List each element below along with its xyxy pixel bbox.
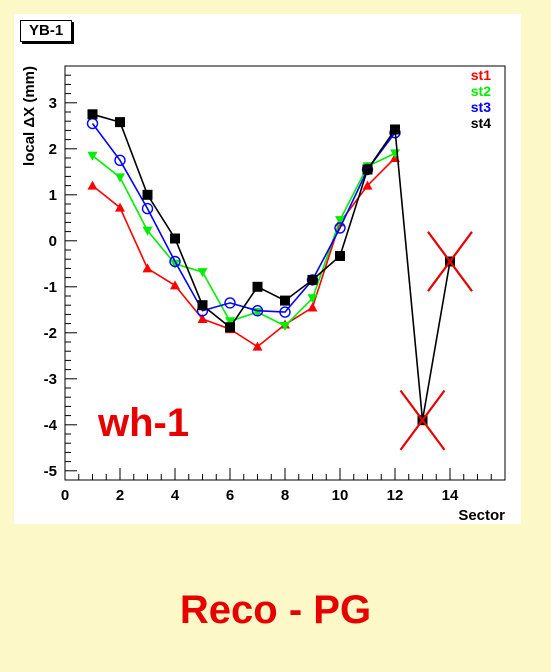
cross-out-mark bbox=[399, 389, 446, 451]
y-tick-label: 3 bbox=[49, 95, 57, 112]
data-point-st4 bbox=[197, 300, 208, 311]
data-point-st4 bbox=[115, 117, 125, 128]
x-tick-label: 8 bbox=[281, 487, 289, 504]
data-point-st2 bbox=[115, 173, 125, 183]
data-point-st4 bbox=[390, 124, 400, 135]
data-point-st3 bbox=[224, 297, 236, 309]
wheel-annotation: wh-1 bbox=[97, 401, 189, 445]
data-point-st4 bbox=[142, 189, 153, 200]
y-tick-label: -2 bbox=[44, 325, 57, 342]
x-tick-label: 6 bbox=[226, 487, 234, 504]
x-tick-label: 4 bbox=[171, 487, 180, 504]
data-point-st2 bbox=[335, 216, 345, 226]
data-point-st1 bbox=[170, 280, 180, 290]
y-tick-label: 0 bbox=[49, 233, 57, 250]
data-point-st2 bbox=[225, 317, 235, 327]
x-tick-label: 12 bbox=[387, 487, 404, 504]
y-axis-label: local ΔX (mm) bbox=[21, 66, 38, 166]
caption: Reco - PG bbox=[179, 588, 372, 632]
y-tick-label: -3 bbox=[44, 371, 57, 388]
y-tick-label: -5 bbox=[44, 463, 57, 480]
data-point-st3 bbox=[251, 305, 264, 317]
series-line-st3 bbox=[91, 123, 396, 313]
data-point-st1 bbox=[142, 263, 153, 273]
data-point-st3 bbox=[334, 222, 346, 234]
data-point-st3 bbox=[141, 202, 154, 215]
data-point-st1 bbox=[307, 302, 318, 312]
data-point-st1 bbox=[252, 341, 263, 351]
data-point-st2 bbox=[142, 226, 153, 236]
data-point-st1 bbox=[362, 180, 373, 190]
legend-entry-st2: st2 bbox=[471, 83, 491, 99]
x-tick-label: 10 bbox=[332, 487, 349, 504]
legend-entry-st4: st4 bbox=[471, 115, 491, 131]
cross-out-mark bbox=[427, 231, 473, 292]
data-point-st4 bbox=[170, 233, 180, 244]
x-axis-label: Sector bbox=[458, 507, 505, 524]
legend-entry-st1: st1 bbox=[471, 67, 491, 83]
data-point-st2 bbox=[390, 149, 400, 159]
data-point-st2 bbox=[280, 321, 290, 331]
y-tick-label: 2 bbox=[49, 141, 57, 158]
y-tick-label: -1 bbox=[44, 279, 57, 296]
data-point-st4 bbox=[280, 295, 290, 306]
data-point-st4 bbox=[362, 164, 373, 175]
data-point-st2 bbox=[170, 259, 180, 269]
x-tick-label: 14 bbox=[442, 487, 459, 504]
data-point-st1 bbox=[115, 202, 125, 212]
plot-panel: 0 2 4 6 8 10 12 14 -5 -4 -3 -2 -1 0 1 2 3 Sector local ΔX … bbox=[14, 14, 521, 524]
data-point-st2 bbox=[87, 151, 98, 161]
data-point-st4 bbox=[252, 281, 263, 292]
histogram-title-box: YB-1 bbox=[20, 20, 73, 42]
data-point-st1 bbox=[197, 314, 208, 323]
data-point-st4 bbox=[87, 109, 98, 120]
data-point-st1 bbox=[87, 180, 98, 190]
y-tick-label: -4 bbox=[44, 417, 58, 434]
x-tick-label: 0 bbox=[61, 487, 69, 504]
data-point-st4 bbox=[307, 274, 318, 285]
series-line-st4 bbox=[92, 113, 451, 421]
legend-entry-st3: st3 bbox=[471, 99, 491, 115]
x-tick-label: 2 bbox=[116, 487, 124, 504]
y-tick-label: 1 bbox=[49, 187, 57, 204]
data-point-st3 bbox=[114, 154, 126, 167]
series-line-st2 bbox=[92, 152, 396, 327]
data-point-st4 bbox=[225, 322, 235, 333]
data-point-st3 bbox=[169, 255, 181, 268]
data-point-st2 bbox=[307, 294, 318, 304]
series-line-st1 bbox=[91, 157, 396, 348]
data-point-st4 bbox=[335, 250, 345, 261]
data-point-st2 bbox=[197, 268, 208, 278]
data-point-st3 bbox=[279, 306, 291, 318]
